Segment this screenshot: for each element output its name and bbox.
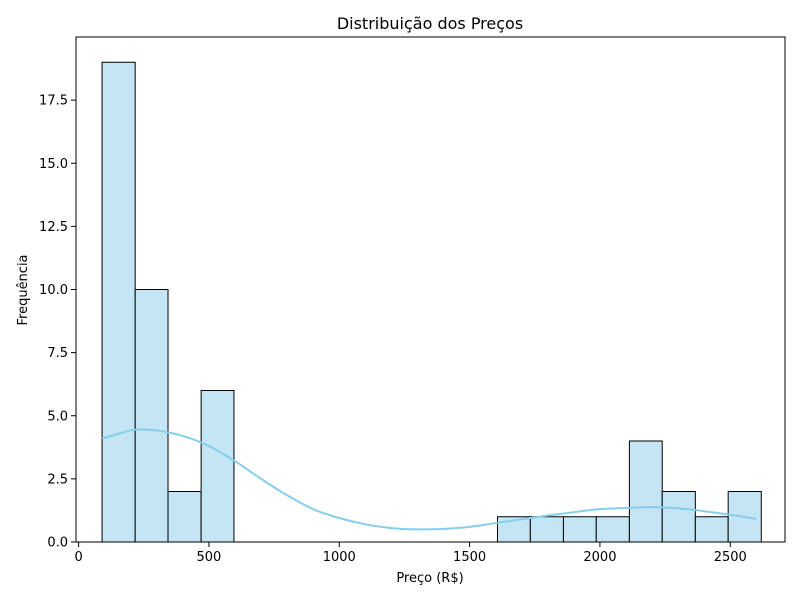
histogram-bar	[167, 491, 202, 543]
y-tick-label: 10.0	[39, 283, 68, 298]
kde-line	[101, 428, 757, 531]
bars-group	[101, 61, 762, 543]
y-tick-label: 15.0	[39, 157, 68, 172]
y-axis-label: Frequência	[16, 254, 31, 325]
x-tick-label: 1500	[453, 550, 486, 565]
histogram-bar	[134, 289, 169, 543]
histogram-bar	[595, 516, 630, 543]
histogram-bar	[661, 491, 696, 543]
y-tick-label: 0.0	[47, 536, 68, 551]
chart-title: Distribuição dos Preços	[337, 14, 523, 33]
x-tick-label: 500	[197, 550, 222, 565]
y-tick-label: 17.5	[39, 94, 68, 109]
histogram-bar	[101, 61, 136, 543]
y-axis-ticks: 0.0 2.5 5.0 7.5 10.0 12.5 15.0 17.5	[39, 94, 76, 551]
histogram-bar	[529, 516, 564, 543]
x-tick-label: 0	[74, 550, 82, 565]
x-tick-label: 2000	[583, 550, 616, 565]
y-tick-label: 5.0	[47, 409, 68, 424]
histogram-bar	[628, 440, 663, 543]
x-tick-label: 2500	[714, 550, 747, 565]
histogram-bar	[562, 516, 597, 543]
y-tick-label: 2.5	[47, 472, 68, 487]
histogram-bar	[200, 390, 235, 543]
x-axis-ticks: 0 500 1000 1500 2000 2500	[74, 542, 747, 565]
y-tick-label: 7.5	[47, 346, 68, 361]
y-tick-label: 12.5	[39, 220, 68, 235]
x-tick-label: 1000	[323, 550, 356, 565]
histogram-bar	[694, 516, 729, 543]
x-axis-label: Preço (R$)	[396, 571, 463, 586]
plot-area-frame	[75, 36, 786, 543]
